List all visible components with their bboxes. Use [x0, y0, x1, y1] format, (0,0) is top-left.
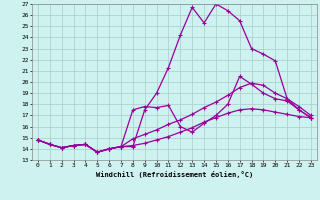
X-axis label: Windchill (Refroidissement éolien,°C): Windchill (Refroidissement éolien,°C)	[96, 171, 253, 178]
